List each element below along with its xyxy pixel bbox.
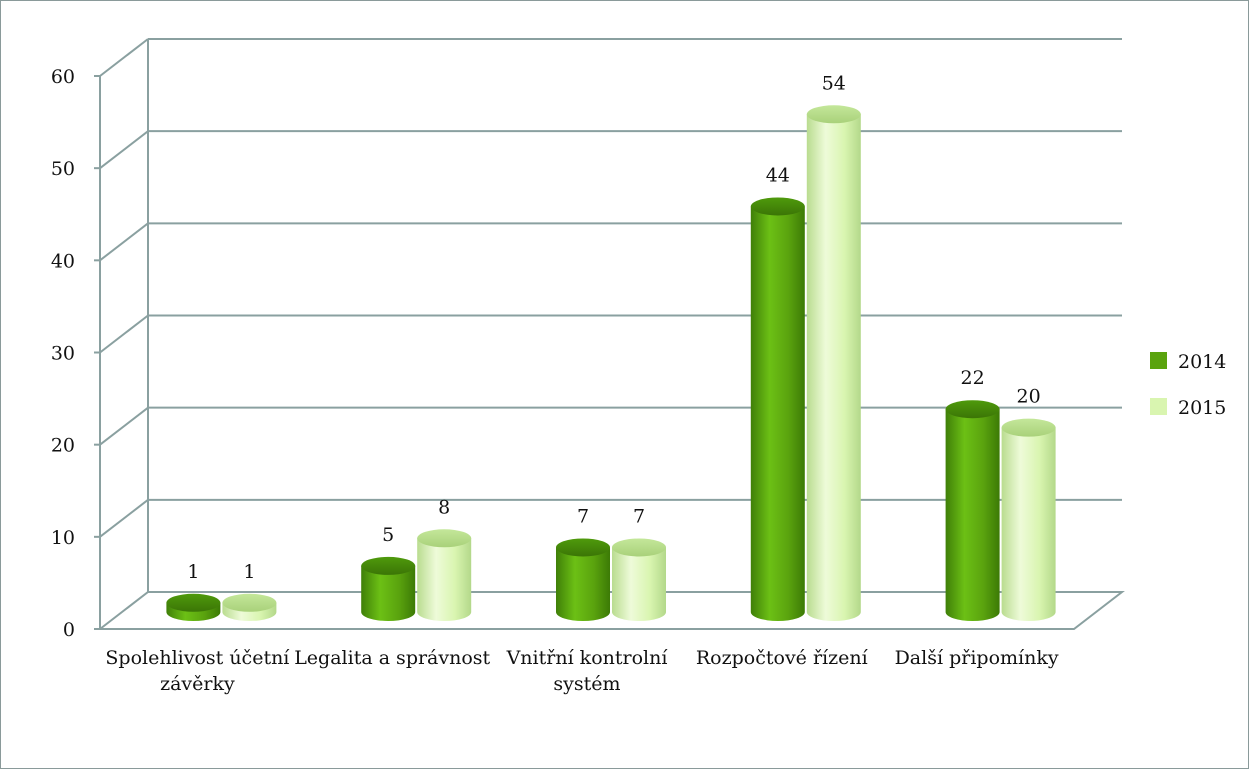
bar-top: [166, 593, 221, 612]
gridline-depth: [99, 222, 149, 262]
bar-2014-4: [945, 400, 1000, 621]
bar-2015-4: [1001, 418, 1056, 621]
legend-swatch-2015: [1150, 398, 1167, 415]
bar-top: [222, 593, 277, 612]
bar-body: [806, 114, 861, 622]
bar-top: [806, 105, 861, 124]
x-category-label: Vnitřní kontrolní: [506, 647, 669, 669]
labels-layer: 1 1 Spolehlivost účetní závěrky 5 8 Legalita a…: [105, 72, 1058, 695]
legend-swatch-2014: [1150, 352, 1167, 369]
x-category-label: Rozpočtové řízení: [696, 647, 869, 669]
x-category-label: závěrky: [160, 673, 235, 695]
gridline-depth: [99, 314, 149, 354]
data-label: 7: [633, 505, 645, 527]
y-tick-label: 50: [51, 158, 75, 180]
data-label: 1: [187, 561, 199, 583]
y-tick-label: 60: [51, 66, 75, 88]
x-category-label: Spolehlivost účetní: [105, 647, 290, 669]
bars-layer: [166, 105, 1056, 622]
data-label: 44: [766, 164, 790, 186]
axis-layer: 0 10 20 30 40 50 60: [51, 39, 1125, 641]
legend-label-2015: 2015: [1178, 397, 1226, 419]
data-label: 54: [822, 72, 846, 94]
bar-top: [945, 400, 1000, 419]
bar-top: [417, 529, 472, 548]
gridline-depth: [99, 406, 149, 446]
x-category-label: Další připomínky: [895, 647, 1059, 669]
bar-top: [1001, 418, 1056, 437]
bar-body: [612, 547, 666, 621]
bar-2014-1: [361, 556, 416, 621]
bar-top: [556, 538, 610, 557]
data-label: 8: [438, 496, 450, 518]
y-tick-label: 0: [63, 619, 75, 641]
bar-2015-0: [222, 593, 277, 621]
bar-2015-3: [806, 105, 861, 622]
legend-label-2014: 2014: [1178, 351, 1226, 373]
data-label: 1: [243, 561, 255, 583]
bar-2015-2: [612, 538, 666, 621]
bar-top: [612, 538, 666, 557]
y-tick-label: 30: [51, 343, 75, 365]
gridline-depth: [99, 38, 149, 77]
bar-top: [750, 197, 805, 216]
chart-floor: [97, 591, 1125, 630]
legend: 2014 2015: [1150, 351, 1226, 419]
bar-body: [361, 565, 416, 621]
x-category-label: Legalita a správnost: [294, 647, 490, 669]
bar-2014-0: [166, 593, 221, 621]
data-label: 22: [961, 367, 985, 389]
gridline-depth: [99, 499, 149, 538]
bar-body: [945, 409, 1000, 621]
gridline-depth: [99, 130, 149, 169]
bar-body: [1001, 427, 1056, 621]
bar-body: [556, 547, 610, 621]
y-tick-label: 10: [51, 527, 75, 549]
bar-body: [417, 538, 472, 621]
bar-body: [750, 206, 805, 621]
data-label: 20: [1017, 386, 1041, 408]
data-label: 5: [382, 524, 394, 546]
bar-top: [361, 556, 416, 575]
data-label: 7: [577, 505, 589, 527]
y-tick-label: 20: [51, 435, 75, 457]
bar-2014-3: [750, 197, 805, 621]
y-tick-label: 40: [51, 250, 75, 272]
bar-2015-1: [417, 529, 472, 621]
bar-2014-2: [556, 538, 610, 621]
x-category-label: systém: [553, 673, 620, 695]
